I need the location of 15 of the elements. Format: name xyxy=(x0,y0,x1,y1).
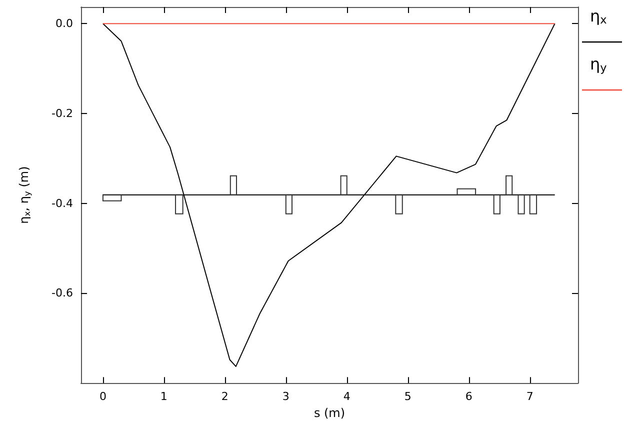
y-axis-title: ηx, ηy (m) xyxy=(17,166,32,224)
x-tick-label: 5 xyxy=(404,390,412,404)
line-series xyxy=(102,23,556,367)
x-tick-label: 2 xyxy=(221,390,228,404)
x-tick-label: 6 xyxy=(465,390,472,404)
x-tick-label: 7 xyxy=(526,390,534,404)
y-tick-label: -0.2 xyxy=(52,106,73,120)
y-tick-label: 0.0 xyxy=(56,17,73,30)
x-tick-label: 0 xyxy=(99,390,106,404)
x-tick-label: 3 xyxy=(282,390,290,404)
y-tick-label: -0.4 xyxy=(52,196,73,210)
x-axis-title: s (m) xyxy=(314,406,346,420)
y-tick-label: -0.6 xyxy=(52,286,73,300)
x-tick-label: 4 xyxy=(343,390,350,404)
x-tick-label: 1 xyxy=(160,390,168,404)
